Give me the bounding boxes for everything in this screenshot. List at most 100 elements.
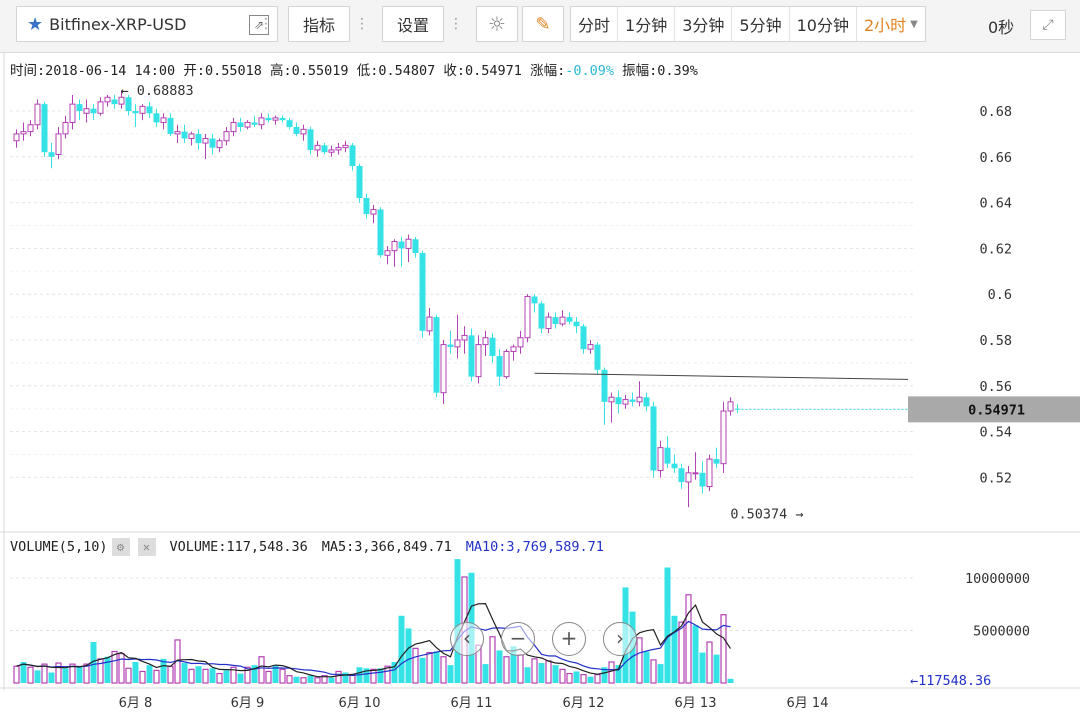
high-annotation: ← 0.68883 (121, 83, 194, 99)
volume-bar (230, 666, 237, 684)
candle-body (706, 458, 713, 488)
zoom-out-button[interactable]: − (501, 622, 535, 656)
candle-body (209, 138, 216, 148)
candle-body (97, 101, 104, 114)
candle-body (559, 316, 566, 325)
volume-bar (83, 663, 90, 684)
candle-body (20, 131, 27, 135)
volume-bar (55, 662, 62, 684)
candle-body (629, 399, 636, 402)
tab-label: 5分钟 (739, 16, 782, 35)
volume-bar (657, 664, 664, 683)
volume-tick-label: 5000000 (973, 624, 1030, 640)
star-icon[interactable]: ★ (27, 13, 44, 35)
indicators-button[interactable]: 指标 (288, 6, 350, 42)
low-value: 0.54807 (378, 63, 436, 79)
candle-body (615, 397, 622, 405)
candle-body (636, 396, 643, 403)
volume-bar (580, 673, 587, 684)
price-tick-label: 0.6 (988, 287, 1012, 303)
volume-bar (160, 658, 167, 683)
candle-body (363, 198, 370, 215)
symbol-selector[interactable]: ★ Bitfinex-XRP-USD ⇗ (16, 6, 278, 42)
candle-body (69, 103, 76, 123)
gear-icon[interactable]: ⚙ (111, 538, 130, 556)
volume-bar (237, 673, 244, 683)
more-icon[interactable]: ⋮ (449, 16, 463, 32)
volume-indicator-label: VOLUME(5,10) (10, 539, 108, 555)
tab-interval[interactable]: 分时 (571, 7, 619, 41)
scroll-right-button[interactable]: › (603, 622, 637, 656)
candle-body (650, 406, 657, 471)
volume-bar (405, 628, 412, 683)
volume-bar (692, 625, 699, 683)
candle-body (356, 165, 363, 199)
chevron-down-icon: ▼ (910, 18, 918, 30)
open-value: 0.55018 (204, 63, 262, 79)
scroll-left-button[interactable]: ‹ (450, 622, 484, 656)
volume-bar (426, 651, 433, 684)
x-tick-label: 6月 12 (563, 696, 605, 711)
volume-bar (62, 668, 69, 683)
volume-bar (524, 667, 531, 683)
close-icon[interactable]: ✕ (137, 538, 156, 556)
candle-body (524, 295, 531, 339)
ma5-value: MA5:3,366,849.71 (321, 539, 452, 555)
candle-body (573, 321, 580, 327)
draw-pencil-icon[interactable]: ✎ (522, 6, 564, 42)
more-icon[interactable]: ⋮ (259, 16, 273, 32)
settings-button[interactable]: 设置 (382, 6, 444, 42)
time-value: 2018-06-14 14:00 (45, 63, 176, 79)
x-tick-label: 6月 13 (675, 696, 717, 711)
tab-interval[interactable]: 5分钟 (732, 7, 790, 41)
tab-interval-active[interactable]: 2小时 ▼ (857, 7, 925, 41)
candle-body (181, 131, 188, 139)
volume-bar (538, 663, 545, 683)
volume-bar (272, 665, 279, 683)
tab-interval[interactable]: 1分钟 (618, 7, 676, 41)
candle-body (405, 238, 412, 249)
share-icon[interactable]: ⇗ (249, 15, 269, 35)
theme-sun-icon[interactable]: ☼ (476, 6, 518, 42)
candle-body (55, 133, 62, 156)
fullscreen-icon[interactable]: ⤢ (1030, 10, 1066, 40)
candle-body (160, 117, 167, 123)
zoom-in-button[interactable]: + (552, 622, 586, 656)
tab-interval[interactable]: 3分钟 (675, 7, 733, 41)
volume-bar (104, 656, 111, 683)
volume-bar (69, 663, 76, 684)
volume-bar (34, 670, 41, 683)
volume-bar (41, 663, 48, 684)
volume-bar (664, 567, 671, 683)
volume-bar (132, 662, 139, 683)
candle-body (139, 105, 146, 114)
more-icon[interactable]: ⋮ (355, 16, 369, 32)
candle-body (34, 103, 41, 126)
candle-body (202, 137, 209, 144)
volume-bar (27, 666, 34, 684)
volume-bar (377, 668, 384, 683)
candle-body (426, 316, 433, 332)
time-label: 时间: (10, 63, 46, 79)
candle-body (370, 208, 377, 215)
volume-bar (454, 559, 461, 683)
candle-body (272, 117, 279, 121)
candle-body (517, 337, 524, 348)
volume-bar (440, 656, 447, 684)
volume-tick-label: 10000000 (965, 571, 1030, 587)
candle-body (447, 344, 454, 347)
tab-interval[interactable]: 10分钟 (790, 7, 857, 41)
low-label: 低: (356, 63, 379, 79)
candle-body (13, 133, 20, 142)
volume-bar (111, 650, 118, 684)
candle-body (734, 408, 741, 410)
volume-bar (587, 676, 594, 683)
change-label: 涨幅: (530, 63, 566, 79)
price-tick-label: 0.58 (979, 333, 1012, 349)
candle-body (692, 472, 699, 475)
trend-line (534, 372, 909, 380)
high-value: 0.55019 (291, 63, 349, 79)
volume-bar (545, 660, 552, 684)
toolbar: ★ Bitfinex-XRP-USD ⇗ ⋮ 指标 ⋮ 设置 ⋮ ☼ ✎ 分时 … (0, 0, 1080, 53)
